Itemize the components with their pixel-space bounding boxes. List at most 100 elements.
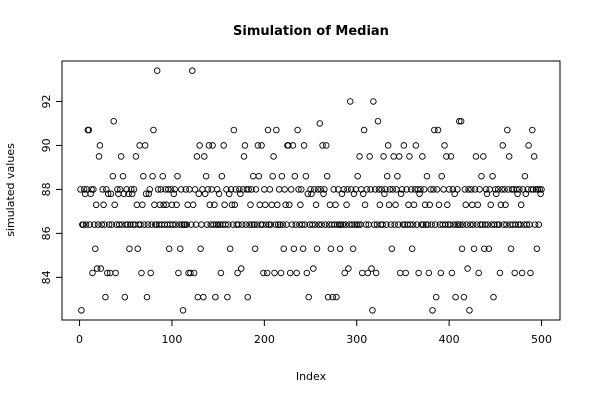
point (497, 201, 505, 209)
point (150, 126, 157, 134)
point (94, 221, 102, 228)
point (409, 221, 417, 228)
point (478, 172, 485, 180)
point (494, 186, 502, 193)
point (389, 186, 397, 193)
point (196, 142, 203, 149)
point (338, 190, 346, 198)
point (80, 221, 87, 228)
point (480, 153, 487, 160)
point (254, 142, 262, 149)
point (273, 126, 280, 134)
point (469, 221, 477, 228)
point (298, 221, 306, 228)
point (442, 221, 449, 228)
point (286, 201, 293, 209)
point (381, 190, 388, 198)
point (507, 245, 515, 253)
point (369, 307, 376, 314)
point (522, 190, 530, 198)
point (252, 186, 260, 193)
point (464, 265, 471, 272)
point (224, 293, 231, 301)
point (297, 201, 304, 209)
point (295, 186, 302, 193)
point (228, 201, 236, 209)
point (281, 186, 288, 193)
point (445, 186, 453, 193)
point (189, 67, 196, 74)
point (141, 142, 149, 149)
point (235, 221, 242, 228)
point (496, 269, 504, 277)
point (480, 245, 488, 253)
point (487, 201, 494, 209)
point (243, 186, 251, 193)
point (227, 186, 235, 193)
point (128, 186, 135, 193)
point (109, 172, 117, 180)
point (290, 245, 298, 253)
point (336, 245, 344, 253)
point (206, 201, 214, 209)
point (489, 172, 496, 180)
point (461, 186, 469, 193)
point (97, 265, 105, 272)
point (406, 153, 413, 160)
x-tick-label: 500 (531, 333, 552, 346)
point (177, 186, 185, 193)
point (347, 98, 354, 105)
point (348, 221, 356, 228)
point (170, 190, 178, 198)
point (204, 186, 212, 193)
point (311, 221, 319, 228)
point (521, 172, 529, 180)
point (301, 221, 309, 228)
point (322, 142, 330, 149)
point (130, 186, 138, 193)
point (157, 186, 165, 193)
point (395, 221, 402, 228)
point (437, 269, 445, 277)
point (492, 190, 500, 198)
point (468, 186, 475, 193)
point (230, 126, 238, 134)
point (383, 221, 390, 228)
point (258, 142, 265, 149)
point (299, 245, 307, 253)
point (448, 269, 456, 277)
point (477, 221, 484, 228)
point (193, 153, 201, 160)
point (117, 153, 125, 160)
point (83, 186, 91, 193)
point (89, 269, 96, 277)
point (112, 269, 119, 277)
point (417, 186, 424, 193)
point (116, 186, 124, 193)
point (153, 67, 161, 74)
point (240, 153, 248, 160)
point (107, 190, 115, 198)
point (110, 117, 117, 125)
point (104, 269, 111, 277)
point (92, 245, 99, 253)
point (82, 221, 90, 228)
point (528, 186, 535, 193)
point (331, 221, 338, 228)
point (292, 221, 300, 228)
point (309, 221, 316, 228)
point (505, 153, 513, 160)
point (484, 221, 492, 228)
point (213, 221, 220, 228)
point (86, 221, 93, 228)
point (247, 201, 254, 209)
point (314, 186, 322, 193)
point (536, 186, 543, 193)
point (431, 126, 438, 134)
point (384, 142, 392, 149)
point (123, 186, 130, 193)
point (213, 186, 221, 193)
point (100, 201, 107, 209)
point (374, 117, 382, 125)
point (467, 221, 474, 228)
